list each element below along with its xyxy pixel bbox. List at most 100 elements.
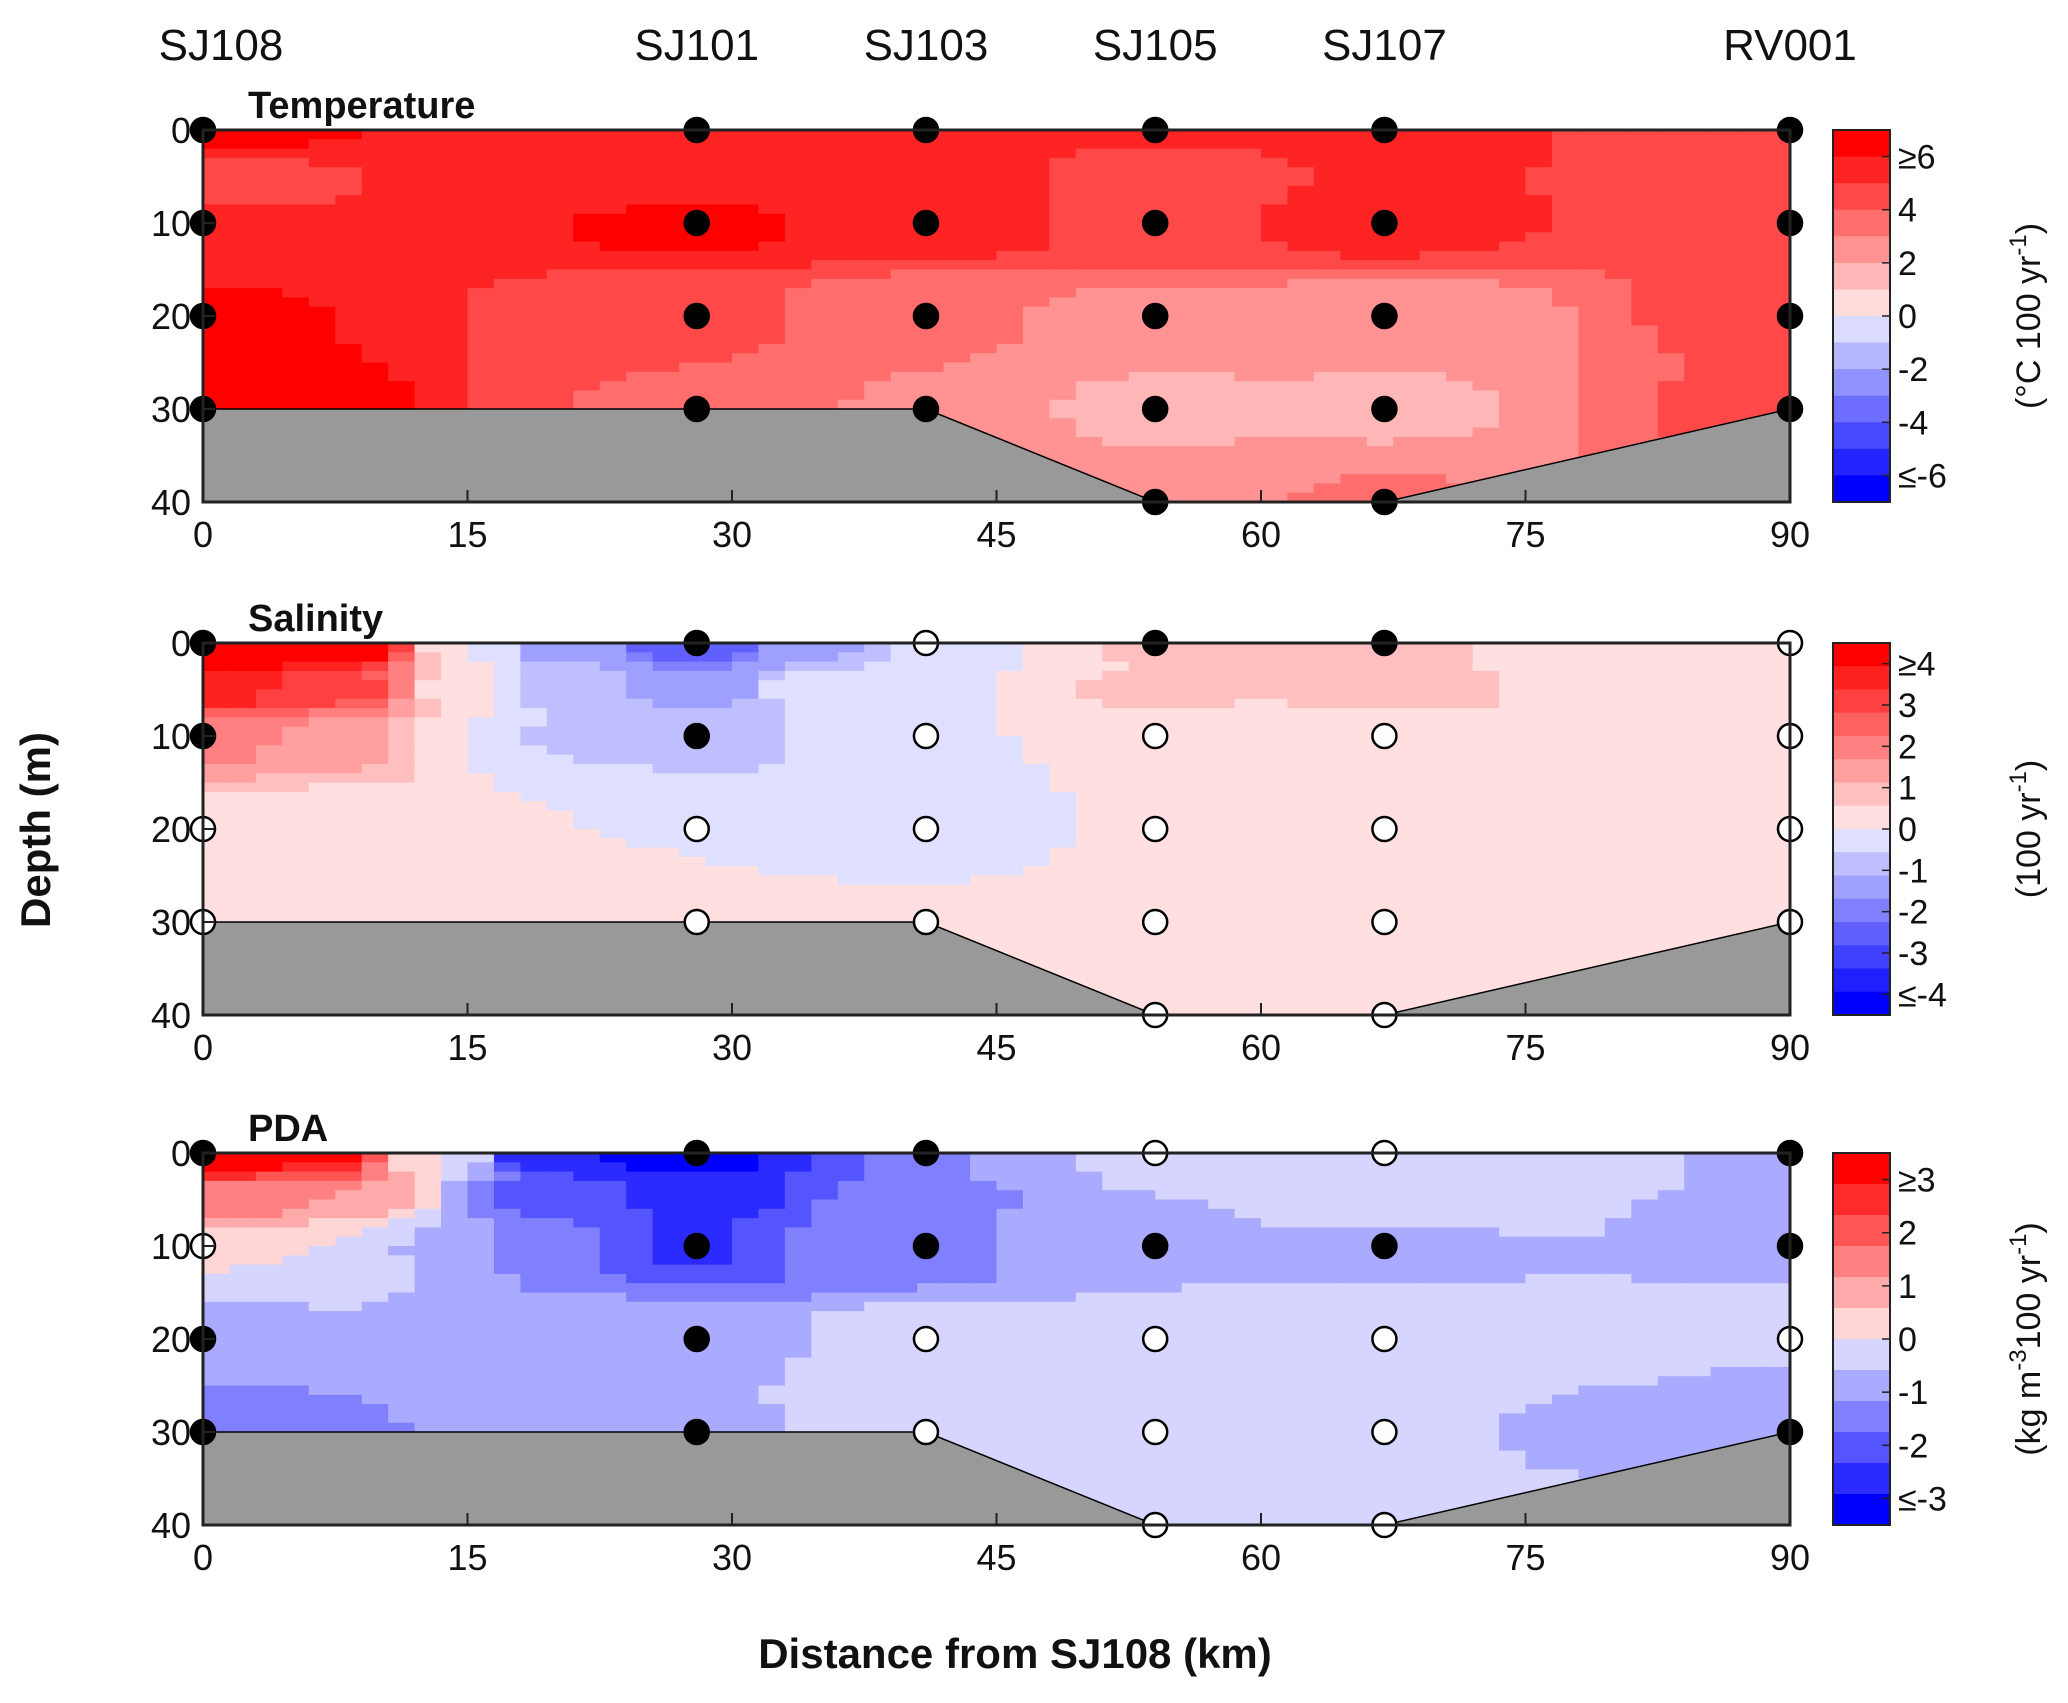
temperature-field-cell xyxy=(679,232,707,243)
temperature-field-cell xyxy=(1710,157,1738,168)
temperature-field-cell xyxy=(1287,223,1315,233)
salinity-field-cell xyxy=(1499,875,1527,886)
temperature-station-marker xyxy=(1141,395,1169,423)
salinity-field-cell xyxy=(1340,810,1368,821)
salinity-field-cell xyxy=(493,894,521,904)
temperature-field-cell xyxy=(679,269,707,280)
temperature-field-cell xyxy=(864,371,892,382)
temperature-field-cell xyxy=(1075,418,1103,429)
salinity-field-cell xyxy=(784,829,812,839)
temperature-field-cell xyxy=(1313,269,1341,280)
salinity-field-cell xyxy=(1578,745,1606,756)
temperature-field-cell xyxy=(996,381,1024,391)
salinity-field-cell xyxy=(1313,884,1341,895)
salinity-field-cell xyxy=(1604,726,1632,737)
temperature-field-cell xyxy=(361,325,389,336)
salinity-field-cell xyxy=(784,717,812,728)
salinity-field-cell xyxy=(335,708,363,718)
temperature-field-cell xyxy=(335,195,363,205)
salinity-field-cell xyxy=(1578,791,1606,802)
salinity-field-cell xyxy=(1102,829,1130,839)
salinity-field-cell xyxy=(1340,922,1368,932)
salinity-field-cell xyxy=(837,829,865,839)
temperature-field-cell xyxy=(970,316,998,326)
salinity-field-cell xyxy=(1366,810,1394,821)
temperature-field-cell xyxy=(1049,362,1077,373)
temperature-field-cell xyxy=(1763,241,1791,252)
temperature-field-cell xyxy=(1419,260,1447,271)
salinity-field-cell xyxy=(1578,670,1606,681)
salinity-field-cell xyxy=(229,661,257,672)
salinity-field-cell xyxy=(255,717,283,728)
salinity-field-cell xyxy=(229,652,257,663)
temperature-field-cell xyxy=(1313,325,1341,336)
salinity-field-cell xyxy=(203,670,231,681)
temperature-field-cell xyxy=(1155,288,1183,298)
temperature-field-cell xyxy=(1261,381,1289,391)
salinity-field-cell xyxy=(1499,810,1527,821)
salinity-field-cell xyxy=(811,912,839,923)
salinity-station-marker xyxy=(912,722,940,750)
salinity-field-cell xyxy=(1261,717,1289,728)
temperature-field-cell xyxy=(1631,139,1659,150)
salinity-field-cell xyxy=(996,726,1024,737)
salinity-field-cell xyxy=(1181,847,1209,858)
salinity-field-cell xyxy=(1631,782,1659,793)
temperature-field-cell xyxy=(203,176,231,187)
salinity-field-cell xyxy=(1657,866,1685,877)
salinity-field-cell xyxy=(599,838,627,849)
temperature-field-cell xyxy=(229,353,257,364)
temperature-field-cell xyxy=(970,157,998,168)
temperature-field-cell xyxy=(1737,148,1765,159)
salinity-field-cell xyxy=(1684,782,1712,793)
temperature-field-cell xyxy=(1604,381,1632,391)
salinity-field-cell xyxy=(1551,661,1579,672)
salinity-field-cell xyxy=(1657,708,1685,718)
salinity-field-cell xyxy=(1075,643,1103,653)
salinity-field-cell xyxy=(308,819,336,830)
salinity-colorbar-swatch xyxy=(1833,922,1890,946)
salinity-field-cell xyxy=(1737,866,1765,877)
salinity-x-tick-label: 0 xyxy=(193,1027,213,1068)
salinity-field-cell xyxy=(1419,987,1447,997)
temperature-field-cell xyxy=(1763,399,1791,410)
temperature-field-cell xyxy=(1472,232,1500,243)
salinity-field-cell xyxy=(1393,782,1421,793)
salinity-field-cell xyxy=(388,847,416,858)
temperature-field-cell xyxy=(970,381,998,391)
temperature-field-cell xyxy=(361,130,389,140)
temperature-field-cell xyxy=(784,148,812,159)
salinity-field-cell xyxy=(864,652,892,663)
temperature-field-cell xyxy=(1393,288,1421,298)
temperature-field-cell xyxy=(414,297,442,308)
temperature-field-cell xyxy=(811,343,839,354)
temperature-field-cell xyxy=(784,316,812,326)
temperature-field-cell xyxy=(1763,148,1791,159)
temperature-field-cell xyxy=(361,250,389,261)
temperature-field-cell xyxy=(1022,269,1050,280)
salinity-field-cell xyxy=(1472,931,1500,942)
temperature-field-cell xyxy=(1472,167,1500,178)
temperature-field-cell xyxy=(1075,204,1103,215)
salinity-field-cell xyxy=(732,698,760,709)
salinity-colorbar-swatch xyxy=(1833,736,1890,760)
salinity-field-cell xyxy=(1446,931,1474,942)
salinity-field-cell xyxy=(1631,819,1659,830)
salinity-field-cell xyxy=(1102,866,1130,877)
salinity-field-cell xyxy=(1261,782,1289,793)
salinity-field-cell xyxy=(732,875,760,886)
salinity-field-cell xyxy=(1657,670,1685,681)
temperature-field-cell xyxy=(626,353,654,364)
salinity-field-cell xyxy=(1684,847,1712,858)
salinity-field-cell xyxy=(1472,912,1500,923)
salinity-field-cell xyxy=(229,763,257,774)
salinity-field-cell xyxy=(1261,829,1289,839)
salinity-field-cell xyxy=(1313,736,1341,746)
salinity-field-cell xyxy=(573,754,601,765)
temperature-field-cell xyxy=(546,223,574,233)
temperature-field-cell xyxy=(732,204,760,215)
temperature-field-cell xyxy=(652,139,680,150)
temperature-field-cell xyxy=(1340,334,1368,345)
temperature-field-cell xyxy=(1049,260,1077,271)
temperature-field-cell xyxy=(493,213,521,224)
